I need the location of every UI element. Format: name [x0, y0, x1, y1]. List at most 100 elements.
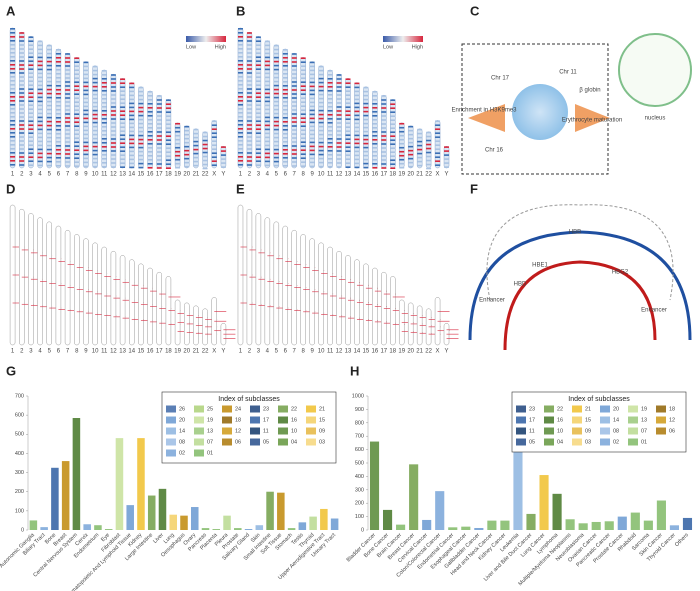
band: [193, 160, 199, 163]
band: [426, 163, 432, 166]
chromosome: [336, 73, 342, 169]
chromosome-label: 15: [363, 349, 370, 355]
band: [37, 104, 43, 107]
chromosome-label: 7: [66, 172, 70, 178]
band: [65, 165, 71, 167]
band: [165, 123, 171, 125]
gene-label: HBE1: [532, 263, 548, 269]
band: [273, 100, 279, 103]
band: [237, 108, 243, 110]
band: [282, 145, 288, 147]
chromosome: [398, 122, 405, 169]
chromosome: [92, 65, 98, 169]
band: [363, 158, 369, 161]
band: [10, 32, 16, 34]
band: [156, 99, 162, 101]
band: [147, 143, 153, 145]
band: [92, 69, 98, 72]
band: [83, 93, 89, 96]
band: [408, 137, 414, 140]
band: [74, 165, 80, 167]
band: [237, 72, 243, 74]
band: [273, 124, 279, 127]
band: [28, 128, 34, 130]
band: [28, 56, 34, 58]
bar: [277, 492, 285, 530]
band: [264, 68, 270, 71]
chromosome-label: 19: [174, 172, 181, 178]
band: [318, 101, 324, 104]
band: [92, 77, 98, 80]
band: [74, 109, 80, 111]
band: [28, 64, 34, 66]
band: [390, 99, 396, 101]
band: [101, 70, 107, 72]
band: [273, 120, 279, 123]
band: [273, 88, 279, 91]
band: [255, 64, 261, 66]
chromosome-label: 14: [128, 172, 135, 178]
band: [37, 148, 43, 151]
band: [129, 126, 135, 129]
band: [345, 102, 351, 104]
band: [291, 161, 297, 163]
legend-entry: 07: [641, 428, 647, 434]
band: [255, 36, 261, 38]
band: [10, 40, 16, 42]
band: [120, 106, 126, 108]
band: [28, 132, 34, 134]
band: [175, 134, 181, 137]
band: [74, 129, 80, 131]
legend-entry: 15: [319, 417, 325, 423]
band: [46, 100, 52, 103]
band: [282, 121, 288, 123]
band: [138, 162, 144, 165]
bar: [539, 475, 549, 530]
band: [83, 85, 89, 88]
band: [246, 60, 252, 62]
band: [300, 93, 306, 95]
band: [156, 143, 162, 145]
band: [10, 84, 16, 86]
chromosome-label: X: [436, 349, 440, 355]
legend-entry: 14: [613, 417, 619, 423]
band: [399, 138, 405, 141]
band: [273, 60, 279, 63]
legend-swatch: [278, 427, 288, 435]
band: [10, 132, 16, 134]
band: [381, 139, 387, 141]
band: [138, 122, 144, 125]
band: [83, 165, 89, 168]
band: [255, 48, 261, 50]
band: [138, 166, 144, 169]
band: [65, 101, 71, 103]
band: [237, 160, 243, 162]
band: [345, 110, 351, 112]
band: [318, 141, 324, 144]
band: [10, 156, 16, 158]
band: [83, 121, 89, 124]
band: [46, 84, 52, 87]
legend-swatch: [278, 416, 288, 424]
band: [37, 116, 43, 119]
chromosome-label: 10: [92, 172, 99, 178]
band: [10, 116, 16, 118]
band: [363, 102, 369, 105]
band: [309, 133, 315, 136]
band: [19, 72, 25, 74]
band: [55, 149, 61, 151]
band: [309, 89, 315, 92]
legend-swatch: [166, 405, 176, 413]
band: [444, 154, 450, 156]
band: [165, 163, 171, 165]
chromosome-label: 12: [336, 349, 343, 355]
band: [65, 97, 71, 99]
legend-entry: 18: [235, 417, 241, 423]
band: [246, 100, 252, 102]
band: [120, 114, 126, 116]
band: [435, 132, 441, 134]
legend-swatch: [656, 416, 666, 424]
bar: [369, 441, 380, 530]
band: [237, 84, 243, 86]
band: [390, 111, 396, 113]
